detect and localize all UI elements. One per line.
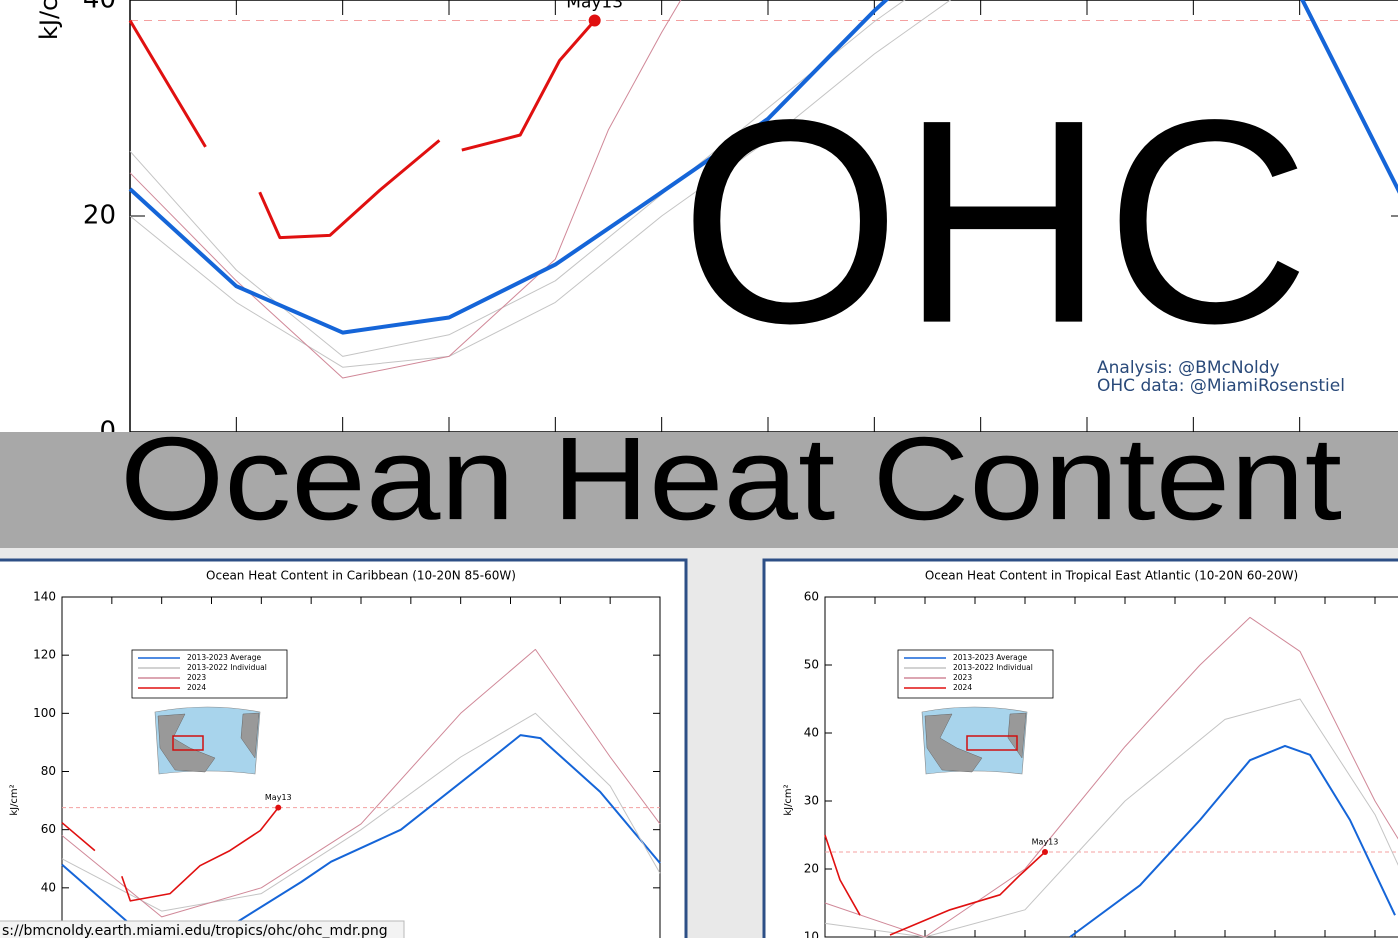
latest-point [588, 14, 601, 27]
map-land [157, 712, 260, 773]
panel-left [0, 558, 688, 938]
east-atlantic-chart: 10 20 30 40 50 60 Ocean Heat Content in Tropic… [783, 569, 1398, 938]
y-tick-label: 50 [804, 658, 819, 672]
y-tick-label: 40 [83, 0, 116, 15]
series-line [129, 0, 952, 368]
banner-band [0, 432, 1398, 548]
series-line [1069, 744, 1396, 938]
y-tick-label: 30 [804, 794, 819, 808]
latest-point [275, 804, 282, 811]
series-line [824, 834, 1046, 936]
series-line [129, 0, 906, 357]
series-line [61, 807, 279, 902]
y-tick-label: 60 [41, 822, 56, 836]
y-tick-label: 120 [33, 648, 56, 662]
status-bar [0, 920, 405, 938]
credit: Analysis: @BMcNoldy [1097, 358, 1280, 378]
chart-title: Ocean Heat Content in Tropical East Atla… [925, 569, 1298, 583]
y-tick-label: 80 [41, 764, 56, 778]
chart-title: Ocean Heat Content in Caribbean (10-20N … [206, 569, 516, 583]
y-axis-label: kJ/cm² [35, 0, 63, 40]
legend-label: 2024 [187, 683, 206, 692]
y-tick-label: 10 [804, 930, 819, 938]
legend-label: 2013-2023 Average [187, 653, 261, 662]
series-line [61, 648, 661, 918]
series-line [128, 19, 596, 240]
legend-label: 2023 [953, 673, 972, 682]
y-tick-label: 140 [33, 590, 56, 604]
y-tick-label: 0 [99, 417, 116, 447]
panel-right [762, 558, 1398, 938]
map-region [172, 735, 204, 751]
y-axis-label: kJ/cm² [9, 784, 20, 815]
series-line [824, 698, 1398, 938]
y-tick-label: 60 [804, 590, 819, 604]
map-land [924, 712, 1027, 773]
banner-title: Ocean Heat Content [120, 413, 1342, 545]
legend-label: 2013-2022 Individual [187, 663, 267, 672]
legend-label: 2013-2022 Individual [953, 663, 1033, 672]
series-line [824, 616, 1398, 938]
y-tick-label: 40 [804, 726, 819, 740]
point-annotation: May13 [1032, 838, 1059, 847]
y-tick-label: 20 [83, 201, 116, 231]
point-annotation: May13 [566, 0, 623, 13]
legend-label: 2013-2023 Average [953, 653, 1027, 662]
series-line [128, 0, 1398, 335]
series-line [129, 0, 682, 379]
latest-point [1042, 849, 1048, 855]
point-annotation: May13 [265, 793, 292, 802]
legend-label: 2023 [187, 673, 206, 682]
badge: OHC [680, 60, 1310, 384]
y-tick-label: 20 [804, 862, 819, 876]
credit: OHC data: @MiamiRosenstiel [1097, 376, 1345, 396]
caribbean-chart: 40 60 80 100 120 140 Ocean Heat Content in Car… [9, 569, 661, 938]
series-line [61, 712, 661, 912]
y-tick-label: 100 [33, 706, 56, 720]
y-tick-label: 40 [41, 880, 56, 894]
map-region [966, 735, 1018, 751]
status-url: s://bmcnoldy.earth.miami.edu/tropics/ohc… [2, 923, 388, 938]
legend-label: 2024 [953, 683, 972, 692]
y-axis-label: kJ/cm² [783, 784, 794, 815]
